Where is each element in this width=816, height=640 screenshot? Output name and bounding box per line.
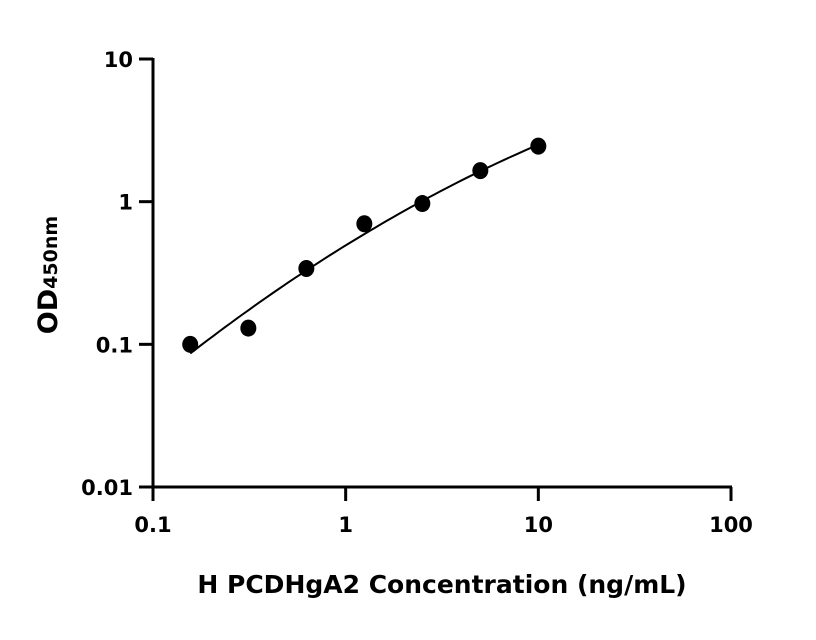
data-point <box>182 335 199 353</box>
x-tick-label: 100 <box>709 513 753 537</box>
data-point <box>472 162 489 180</box>
y-axis-label-main: OD <box>33 289 64 334</box>
y-tick-label: 10 <box>104 48 133 72</box>
data-point <box>356 215 373 233</box>
x-tick-label: 0.1 <box>134 513 171 537</box>
x-tick-label: 10 <box>524 513 553 537</box>
data-point <box>414 195 431 213</box>
x-tick-label: 1 <box>338 513 353 537</box>
y-tick-label: 0.01 <box>81 476 133 500</box>
y-tick-label: 1 <box>118 191 133 215</box>
y-axis-label: OD450nm <box>33 216 64 334</box>
data-point <box>240 319 257 337</box>
x-axis-label: H PCDHgA2 Concentration (ng/mL) <box>197 570 686 599</box>
data-point <box>530 137 547 155</box>
data-point <box>298 260 315 278</box>
y-tick-label: 0.1 <box>96 333 133 357</box>
y-axis-label-sub: 450nm <box>40 216 62 289</box>
data-points <box>182 137 547 353</box>
